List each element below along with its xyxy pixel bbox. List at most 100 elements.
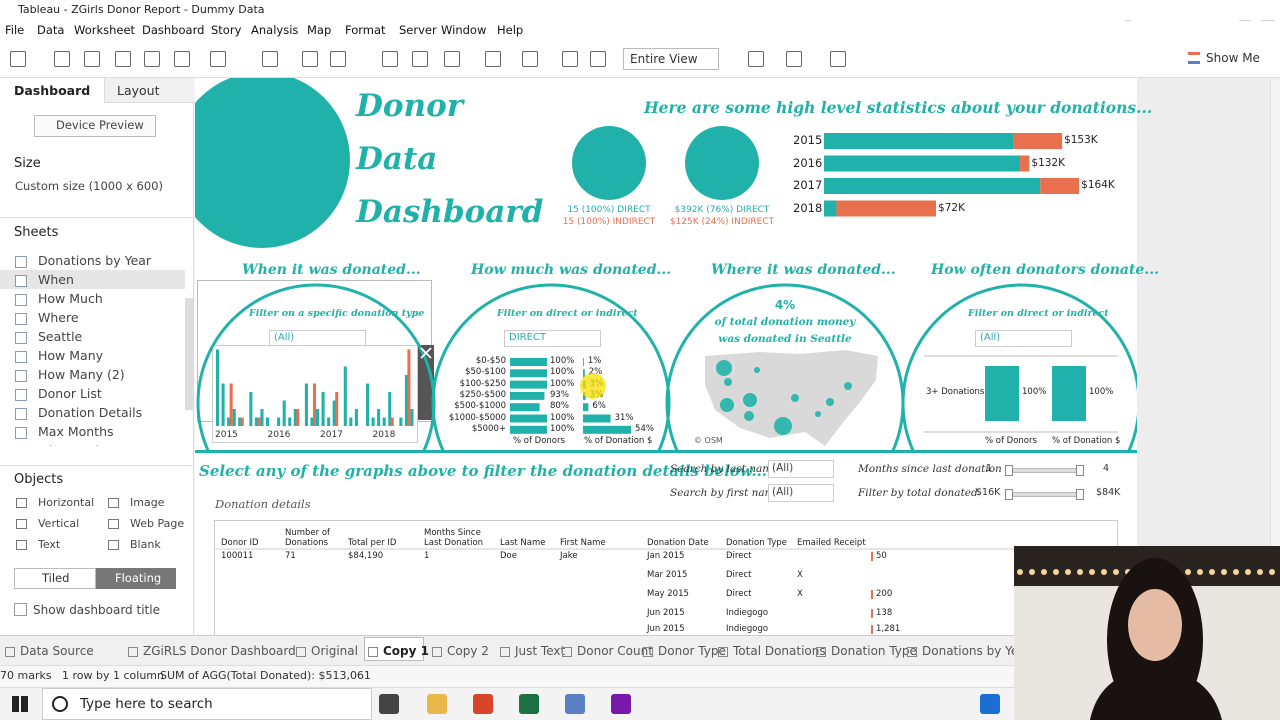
sheet-item[interactable]: How Many xyxy=(38,348,104,363)
chart-box xyxy=(212,345,418,443)
slider-track[interactable] xyxy=(1008,492,1080,497)
menu-item[interactable]: Analysis xyxy=(251,23,299,37)
toolbar-button[interactable] xyxy=(144,51,160,67)
toolbar-button[interactable] xyxy=(412,51,428,67)
sheet-tab[interactable]: Donor Type xyxy=(658,644,726,658)
sheet-item[interactable]: Donor List xyxy=(38,386,102,401)
slider-handle[interactable] xyxy=(1076,489,1084,500)
tab-icon xyxy=(643,647,653,657)
menu-item[interactable]: Format xyxy=(345,23,386,37)
sheet-tab[interactable]: Original xyxy=(311,644,358,658)
sheet-item[interactable]: Min Months xyxy=(38,443,110,446)
sheet-item[interactable]: Donation Details xyxy=(38,405,143,420)
toolbar-button[interactable] xyxy=(748,51,764,67)
object-icon xyxy=(16,498,27,508)
menu-item[interactable]: Worksheet xyxy=(74,23,136,37)
taskbar-app[interactable] xyxy=(565,694,585,714)
tiled-button[interactable] xyxy=(14,568,96,589)
sheet-tab[interactable]: Just Text xyxy=(515,644,566,658)
sheet-tab[interactable]: Donation Type xyxy=(831,644,917,658)
menu-item[interactable]: Server xyxy=(399,23,437,37)
sheet-item[interactable]: When xyxy=(38,272,74,287)
taskbar-app[interactable] xyxy=(611,694,631,714)
slider-track[interactable] xyxy=(1008,468,1080,473)
menu-item[interactable]: Story xyxy=(211,23,242,37)
object-item[interactable]: Text xyxy=(38,538,61,551)
taskbar-app[interactable] xyxy=(519,694,539,714)
toolbar-button[interactable] xyxy=(54,51,70,67)
slider-handle[interactable] xyxy=(1005,465,1013,476)
menu-item[interactable]: Dashboard xyxy=(142,23,205,37)
object-item[interactable]: Image xyxy=(130,496,165,509)
search-box[interactable] xyxy=(42,688,372,720)
axis-title: % of Donation $ xyxy=(584,436,653,446)
taskbar-app[interactable] xyxy=(473,694,493,714)
sheet-tab[interactable]: Donor Count xyxy=(577,644,653,658)
slider-handle[interactable] xyxy=(1005,489,1013,500)
sheet-item[interactable]: Where xyxy=(38,310,79,325)
sheet-tab[interactable]: Total Donations xyxy=(733,644,826,658)
toolbar-button[interactable] xyxy=(10,51,26,67)
menu-item[interactable]: Map xyxy=(307,23,332,37)
sheet-tab[interactable]: Copy 1 xyxy=(383,644,429,658)
taskbar-app[interactable] xyxy=(980,694,1000,714)
object-item[interactable]: Web Page xyxy=(130,517,185,530)
taskbar-app[interactable] xyxy=(379,694,399,714)
sheet-tab[interactable]: Donations by Yea xyxy=(922,644,1026,658)
show-me-button[interactable]: Show Me xyxy=(1206,51,1260,65)
checkbox[interactable] xyxy=(14,603,27,616)
object-item[interactable]: Blank xyxy=(130,538,161,551)
toolbar-button[interactable] xyxy=(562,51,578,67)
sheet-tab[interactable]: Copy 2 xyxy=(447,644,489,658)
toolbar-button[interactable] xyxy=(590,51,606,67)
sheet-item[interactable]: Max Months xyxy=(38,424,114,439)
floating-button[interactable] xyxy=(96,568,176,589)
taskbar-app[interactable] xyxy=(427,694,447,714)
sheet-scrollbar xyxy=(185,298,194,410)
menu-item[interactable]: Data xyxy=(37,23,65,37)
column-header: Donor ID xyxy=(221,537,259,548)
toolbar-button[interactable] xyxy=(444,51,460,67)
slider-handle[interactable] xyxy=(1076,465,1084,476)
donors-label: DONORS xyxy=(584,167,634,178)
toolbar-button[interactable] xyxy=(382,51,398,67)
sheet-item[interactable]: Donations by Year xyxy=(38,253,152,268)
sheet-tab[interactable]: ZGiRLS Donor Dashboard xyxy=(143,644,296,658)
toolbar-button[interactable] xyxy=(210,51,226,67)
toolbar-button[interactable] xyxy=(830,51,846,67)
view-dropdown[interactable] xyxy=(623,48,719,70)
toolbar-button[interactable] xyxy=(262,51,278,67)
toolbar-button[interactable] xyxy=(84,51,100,67)
menu-item[interactable]: File xyxy=(5,23,25,37)
donated-label: DONATED xyxy=(694,167,750,178)
map-label: United States xyxy=(748,390,816,401)
window-title: Tableau - ZGirls Donor Report - Dummy Da… xyxy=(18,3,265,16)
object-item[interactable]: Horizontal xyxy=(38,496,95,509)
menu-item[interactable]: Help xyxy=(497,23,524,37)
sheet-item[interactable]: Seattle xyxy=(38,329,83,344)
size-dropdown[interactable]: Custom size (1000 x 600) xyxy=(15,179,163,193)
sheet-item[interactable]: How Many (2) xyxy=(38,367,125,382)
device-preview-button[interactable] xyxy=(34,115,156,137)
object-item[interactable]: Vertical xyxy=(38,517,80,530)
sheet-item[interactable]: How Much xyxy=(38,291,103,306)
toolbar-button[interactable] xyxy=(485,51,501,67)
filter-dropdown[interactable] xyxy=(768,484,834,502)
toolbar-button[interactable] xyxy=(522,51,538,67)
toolbar-button[interactable] xyxy=(174,51,190,67)
toolbar-button[interactable] xyxy=(302,51,318,67)
table-cell: May 2015 xyxy=(647,589,689,599)
donated-indirect: $125K (24%) INDIRECT xyxy=(669,217,775,227)
sidebar-tab[interactable]: Dashboard xyxy=(14,83,91,98)
sidebar-tab[interactable]: Layout xyxy=(117,83,160,98)
toolbar-button[interactable] xyxy=(115,51,131,67)
start-button[interactable] xyxy=(12,696,28,712)
menu-item[interactable]: Window xyxy=(441,23,487,37)
sheet-tab[interactable]: Data Source xyxy=(20,644,94,658)
toolbar-button[interactable] xyxy=(330,51,346,67)
slider-min: $16K xyxy=(976,487,1001,498)
toolbar-button[interactable] xyxy=(786,51,802,67)
filter-dropdown[interactable] xyxy=(768,460,834,478)
status-text: 70 marks xyxy=(0,669,52,682)
